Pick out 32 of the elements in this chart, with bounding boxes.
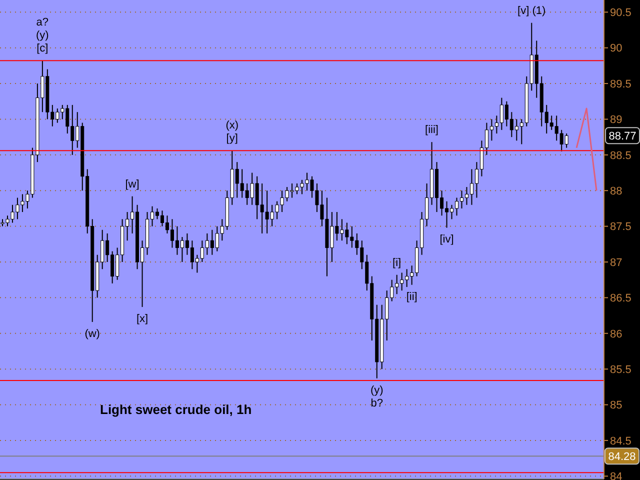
- annotation: a?: [36, 16, 49, 29]
- annotation: (y): [370, 384, 384, 396]
- y-tick-label: 88.5: [610, 150, 632, 162]
- annotation: Light sweet crude oil, 1h: [100, 402, 252, 417]
- annotation: b?: [370, 397, 383, 410]
- annotation: [ii]: [406, 290, 418, 303]
- annotation: [v] (1): [518, 4, 546, 17]
- y-tick-label: 84.5: [610, 435, 632, 448]
- y-tick-label: 89: [610, 114, 622, 126]
- y-tick-label: 84: [610, 471, 622, 480]
- annotation: 88.77: [608, 130, 636, 143]
- y-tick-label: 87.5: [610, 221, 632, 234]
- y-tick-label: 87: [610, 256, 622, 269]
- y-tick-label: 90.5: [610, 7, 632, 20]
- annotation: [iii]: [425, 124, 439, 136]
- ref-line-label: 84.28: [608, 451, 636, 464]
- annotation: [iv]: [440, 234, 454, 246]
- y-tick-label: 85: [610, 400, 622, 412]
- annotation: [c]: [36, 42, 48, 55]
- annotation: (x): [226, 120, 239, 132]
- annotation: [w]: [125, 178, 140, 190]
- y-tick-label: 86.5: [610, 292, 632, 305]
- annotation: [y]: [226, 132, 238, 145]
- annotation: (y): [36, 30, 49, 42]
- y-tick-label: 86: [610, 328, 622, 340]
- y-tick-label: 85.5: [610, 364, 632, 376]
- annotation: (w): [84, 328, 100, 340]
- y-tick-label: 88: [610, 186, 622, 198]
- y-tick-label: 89.5: [610, 78, 632, 90]
- annotation: [x]: [136, 312, 148, 325]
- annotation: [i]: [392, 256, 402, 269]
- y-tick-label: 90: [610, 42, 622, 55]
